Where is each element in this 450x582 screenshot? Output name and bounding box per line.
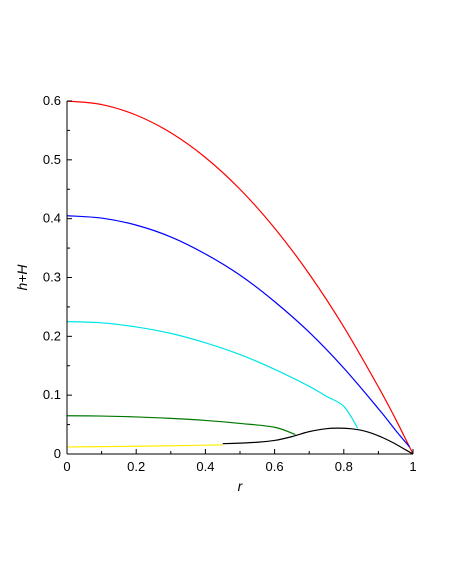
y-tick-label: 0.4 (43, 211, 61, 226)
series-line-5 (222, 427, 414, 455)
series-line-1 (66, 215, 410, 448)
y-tick-label: 0.6 (43, 93, 61, 108)
ticks-layer: 0 0.2 0.4 0.6 0.8 1 0 0.1 0.2 0.3 0.4 0.5 0.6 (43, 93, 417, 474)
y-tick-label: 0.3 (43, 270, 61, 285)
y-axis-label: h+H (14, 264, 30, 291)
y-tick-label: 0.1 (43, 387, 61, 402)
x-tick-label: 0.2 (127, 459, 145, 474)
x-tick-label: 1 (409, 459, 416, 474)
series-line-0 (66, 100, 414, 455)
series-line-4 (66, 444, 223, 448)
x-tick-label: 0.4 (196, 459, 214, 474)
x-tick-label: 0.8 (335, 459, 353, 474)
x-axis-label: r (238, 478, 244, 494)
y-tick-label: 0.2 (43, 328, 61, 343)
series-line-3 (66, 415, 296, 436)
y-tick-label: 0.5 (43, 152, 61, 167)
series-line-2 (66, 321, 359, 429)
series-layer (66, 100, 414, 455)
axes-layer (66, 101, 413, 455)
x-tick-label: 0.6 (266, 459, 284, 474)
x-tick-label: 0 (63, 459, 70, 474)
y-tick-label: 0 (54, 446, 61, 461)
